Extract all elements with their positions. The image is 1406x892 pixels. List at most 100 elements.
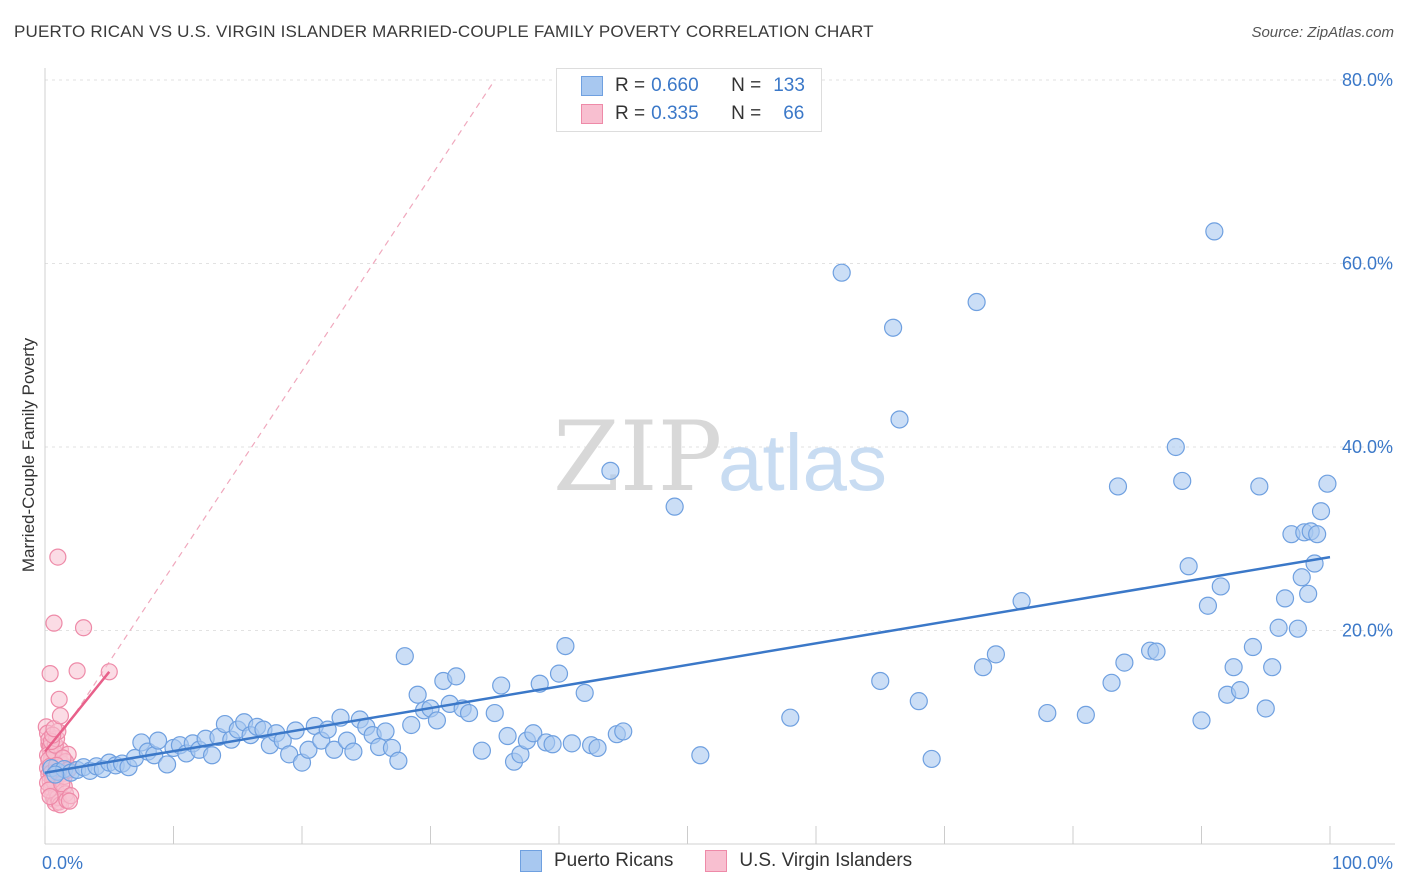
data-point-puerto-ricans: [973, 658, 993, 677]
data-point-puerto-ricans: [485, 703, 504, 723]
data-point-puerto-ricans: [472, 741, 491, 760]
reference-lines: [44, 79, 496, 760]
data-point-puerto-ricans: [1211, 577, 1230, 596]
data-point-puerto-ricans: [1147, 642, 1166, 661]
legend-r-label: R =: [615, 103, 646, 124]
legend-r-label: R =: [615, 75, 646, 96]
data-point-puerto-ricans: [909, 692, 928, 711]
data-point-puerto-ricans: [562, 734, 581, 753]
data-point-puerto-ricans: [665, 497, 684, 516]
data-point-puerto-ricans: [1192, 711, 1211, 730]
legend-r-value: 0.660: [651, 75, 699, 96]
data-point-puerto-ricans: [1115, 653, 1134, 672]
legend-n-label: N =: [731, 75, 762, 96]
x-tick-label-min: 0.0%: [42, 853, 83, 873]
data-point-puerto-ricans: [1275, 589, 1295, 608]
data-point-puerto-ricans: [1318, 474, 1337, 493]
series-legend: Puerto Ricans U.S. Virgin Islanders: [520, 850, 944, 872]
legend-swatch-blue: [581, 76, 603, 96]
legend-item-puerto-ricans[interactable]: Puerto Ricans: [520, 850, 673, 872]
data-point-puerto-ricans: [1076, 705, 1095, 725]
legend-label-us-virgin-islanders: U.S. Virgin Islanders: [739, 850, 913, 871]
data-point-us-virgin-islanders: [41, 665, 59, 683]
data-point-puerto-ricans: [922, 749, 941, 769]
data-point-puerto-ricans: [601, 461, 620, 480]
legend-label-puerto-ricans: Puerto Ricans: [554, 850, 674, 871]
data-point-puerto-ricans: [299, 740, 318, 759]
y-tick-label: 60.0%: [1342, 254, 1393, 274]
data-point-us-virgin-islanders: [45, 614, 63, 632]
data-point-us-virgin-islanders: [51, 707, 70, 725]
data-point-puerto-ricans: [459, 703, 479, 723]
data-point-puerto-ricans: [1102, 673, 1121, 692]
legend-r-value: 0.335: [651, 103, 699, 124]
data-point-puerto-ricans: [427, 711, 447, 730]
data-point-puerto-ricans: [1166, 437, 1185, 457]
data-point-puerto-ricans: [871, 671, 890, 691]
data-point-puerto-ricans: [1288, 619, 1307, 638]
data-point-puerto-ricans: [498, 726, 517, 746]
data-point-puerto-ricans: [986, 645, 1006, 664]
legend-n-label: N =: [731, 103, 762, 124]
data-point-puerto-ricans: [549, 664, 569, 683]
data-point-puerto-ricans: [389, 751, 408, 770]
data-point-puerto-ricans: [395, 647, 414, 666]
data-point-puerto-ricans: [575, 683, 594, 702]
data-point-us-virgin-islanders: [74, 619, 93, 637]
source-label: Source: ZipAtlas.com: [1251, 24, 1394, 41]
data-point-puerto-ricans: [1269, 618, 1288, 637]
tick-labels: 20.0% 40.0% 60.0% 80.0% 0.0% 100.0%: [42, 70, 1393, 873]
data-point-puerto-ricans: [46, 765, 65, 784]
data-point-puerto-ricans: [376, 722, 395, 741]
data-point-puerto-ricans: [408, 685, 427, 704]
data-point-puerto-ricans: [1038, 703, 1057, 723]
data-point-puerto-ricans: [556, 636, 575, 656]
data-point-puerto-ricans: [1230, 681, 1250, 700]
legend-n-value: 66: [783, 103, 805, 124]
data-point-puerto-ricans: [1198, 596, 1218, 615]
data-point-puerto-ricans: [1263, 658, 1282, 677]
data-point-puerto-ricans: [1224, 658, 1243, 677]
y-axis-label: Married-Couple Family Poverty: [19, 337, 38, 572]
data-point-puerto-ricans: [344, 742, 363, 761]
trend-line-us-virgin-islanders: [44, 671, 111, 753]
data-point-puerto-ricans: [832, 263, 851, 282]
y-tick-label: 20.0%: [1342, 621, 1393, 641]
data-point-puerto-ricans: [1250, 477, 1269, 496]
data-point-puerto-ricans: [543, 735, 562, 754]
data-point-us-virgin-islanders: [68, 662, 86, 680]
data-point-puerto-ricans: [1299, 584, 1318, 603]
data-point-puerto-ricans: [967, 292, 986, 312]
axes: [44, 68, 1395, 845]
data-point-puerto-ricans: [1179, 557, 1198, 576]
diagonal-reference-line: [44, 79, 496, 760]
data-point-puerto-ricans: [157, 755, 177, 774]
data-point-puerto-ricans: [447, 667, 466, 686]
grid-lines: [45, 79, 1395, 631]
watermark-zip: ZIP: [553, 401, 722, 513]
data-point-puerto-ricans: [1205, 222, 1224, 241]
data-point-puerto-ricans: [1311, 502, 1331, 521]
data-point-puerto-ricans: [1243, 637, 1263, 657]
data-point-puerto-ricans: [202, 746, 222, 765]
data-point-us-virgin-islanders: [60, 792, 79, 810]
data-point-puerto-ricans: [1256, 699, 1275, 718]
data-point-puerto-ricans: [781, 708, 800, 727]
x-tick-label-max: 100.0%: [1332, 853, 1393, 873]
legend-row-puerto-ricans: R = 0.660 N = 133: [581, 74, 805, 98]
legend-swatch-pink: [581, 104, 603, 124]
data-point-us-virgin-islanders: [50, 690, 68, 708]
trend-line-puerto-ricans: [44, 555, 1331, 774]
legend-row-us-virgin-islanders: R = 0.335 N = 66: [581, 102, 804, 126]
data-point-puerto-ricans: [280, 745, 299, 764]
data-point-puerto-ricans: [614, 722, 633, 741]
trend-lines: [44, 555, 1331, 774]
legend-item-us-virgin-islanders[interactable]: U.S. Virgin Islanders: [705, 850, 912, 872]
data-point-us-virgin-islanders: [41, 787, 59, 806]
data-point-puerto-ricans: [492, 676, 511, 695]
data-point-us-virgin-islanders: [49, 548, 67, 566]
watermark-atlas: atlas: [718, 418, 887, 507]
chart-title: PUERTO RICAN VS U.S. VIRGIN ISLANDER MAR…: [14, 22, 874, 41]
data-point-puerto-ricans: [148, 731, 168, 750]
data-point-puerto-ricans: [890, 410, 909, 429]
